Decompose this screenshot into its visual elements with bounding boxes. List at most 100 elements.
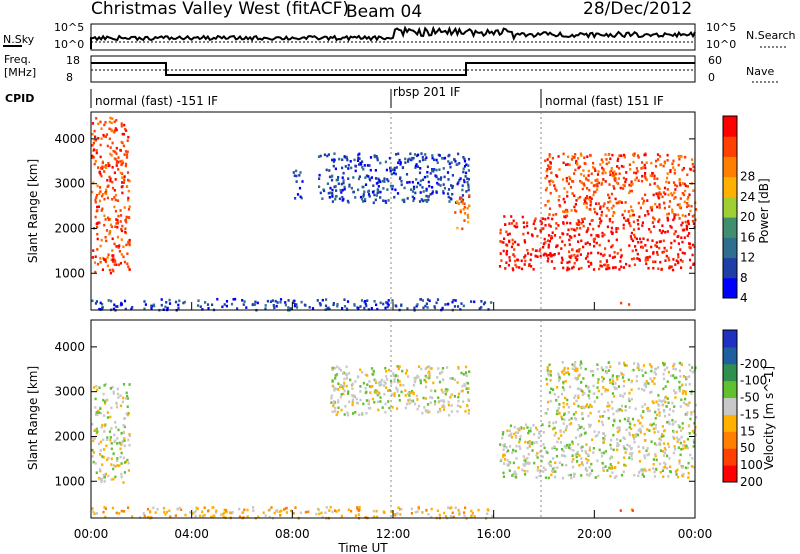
- y-tick-label: 2000: [54, 429, 85, 443]
- colorbar-swatch: [723, 431, 737, 449]
- colorbar-swatch: [723, 237, 737, 259]
- colorbar-tick-label: 16: [740, 230, 755, 244]
- y-tick-label: 2000: [54, 221, 85, 235]
- echo-region: [499, 423, 697, 480]
- nsearch-label: N.Search: [746, 29, 796, 42]
- colorbar-swatch: [723, 448, 737, 466]
- nsky-tick-high: 10^5: [54, 21, 84, 34]
- colorbar-tick-label: 15: [740, 424, 755, 438]
- freq-panel: Freq. [MHz] 18 8 60 0 Nave: [4, 53, 780, 84]
- nsky-label: N.Sky: [3, 33, 35, 46]
- colorbar-tick-label: 8: [740, 271, 748, 285]
- power-y-label: Slant Range [km]: [26, 159, 40, 263]
- colorbar-swatch: [723, 346, 737, 365]
- y-tick-label: 4000: [54, 132, 85, 146]
- echo-region: [317, 152, 471, 205]
- nsky-panel: N.Sky 10^5 10^0 10^5 10^0 N.Search: [3, 21, 796, 51]
- echo-region: [91, 297, 493, 312]
- x-tick-label: 00:00: [74, 527, 109, 541]
- colorbar-tick-label: 50: [740, 441, 755, 455]
- power-y-axis: 1000 2000 3000 4000: [54, 132, 695, 280]
- echo-region: [619, 508, 634, 512]
- echo-region: [91, 116, 131, 275]
- nsearch-tick-high: 10^5: [706, 21, 736, 34]
- colorbar-swatch: [723, 397, 737, 415]
- echo-region: [330, 365, 471, 417]
- nave-label: Nave: [746, 65, 774, 78]
- colorbar-tick-label: 12: [740, 251, 755, 265]
- colorbar-swatch: [723, 465, 737, 483]
- power-echo-layer: [91, 116, 698, 312]
- colorbar-swatch: [723, 116, 737, 137]
- colorbar-tick-label: 100: [740, 458, 763, 472]
- nsky-line: [90, 25, 696, 49]
- colorbar-tick-label: -50: [740, 391, 760, 405]
- y-tick-label: 1000: [54, 266, 85, 280]
- velocity-colorbar: 200 100 50 15 -15 -50 -100 -200: [722, 329, 767, 489]
- echo-region: [544, 152, 698, 218]
- y-tick-label: 4000: [54, 340, 85, 354]
- echo-region: [91, 505, 494, 520]
- nsky-tick-low: 10^0: [54, 38, 84, 51]
- freq-tick-low: 8: [66, 71, 73, 84]
- colorbar-swatch: [723, 136, 737, 157]
- station-title: Christmas Valley West (fitACF): [91, 0, 349, 19]
- x-tick-label: 08:00: [275, 527, 310, 541]
- power-panel: 1000 2000 3000 4000 Slant Range [km]: [26, 111, 698, 312]
- y-tick-label: 1000: [54, 474, 85, 488]
- cpid-panel: CPID normal (fast) -151 IF rbsp 201 IF n…: [5, 85, 664, 108]
- colorbar-swatch: [723, 414, 737, 432]
- velocity-y-axis: 1000 2000 3000 4000: [54, 340, 695, 488]
- freq-tick-high: 18: [66, 54, 80, 67]
- colorbar-tick-label: 24: [740, 190, 755, 204]
- echo-region: [454, 194, 471, 231]
- freq-line: [91, 62, 695, 76]
- colorbar-tick-label: 200: [740, 475, 763, 489]
- colorbar-tick-label: -100: [740, 374, 767, 388]
- colorbar-swatch: [723, 156, 737, 178]
- x-tick-label: 04:00: [174, 527, 209, 541]
- x-tick-label: 20:00: [577, 527, 612, 541]
- colorbar-swatch: [723, 217, 737, 238]
- colorbar-swatch: [723, 380, 737, 399]
- colorbar-tick-label: 28: [740, 170, 755, 184]
- colorbar-swatch: [723, 176, 737, 198]
- date-label: 28/Dec/2012: [583, 0, 692, 19]
- colorbar-swatch: [723, 330, 737, 348]
- echo-region: [544, 360, 698, 426]
- cpid-segment-3: normal (fast) 151 IF: [545, 94, 664, 108]
- colorbar-swatch: [723, 257, 737, 279]
- nave-tick-low: 0: [708, 71, 715, 84]
- velocity-colorbar-label: Velocity [m s^-1]: [762, 366, 776, 470]
- cpid-label: CPID: [5, 92, 34, 105]
- colorbar-tick-label: -15: [740, 407, 760, 421]
- beam-label: Beam 04: [346, 2, 422, 22]
- echo-region: [292, 169, 304, 200]
- power-colorbar-label: Power [dB]: [757, 178, 771, 243]
- x-tick-label: 00:00: [678, 527, 713, 541]
- colorbar-swatch: [723, 277, 737, 299]
- velocity-panel: 1000 2000 3000 4000 Slant Range [km]: [26, 319, 698, 520]
- freq-label: Freq.: [4, 53, 31, 66]
- colorbar-swatch: [723, 196, 737, 218]
- colorbar-swatch: [723, 363, 737, 382]
- nave-tick-high: 60: [708, 54, 722, 67]
- y-tick-label: 3000: [54, 177, 85, 191]
- cpid-segment-2: rbsp 201 IF: [393, 85, 460, 99]
- echo-region: [620, 301, 631, 306]
- x-tick-label: 12:00: [376, 527, 411, 541]
- x-tick-label: 16:00: [476, 527, 511, 541]
- colorbar-tick-label: 20: [740, 210, 755, 224]
- colorbar-tick-label: -200: [740, 357, 767, 371]
- y-tick-label: 3000: [54, 385, 85, 399]
- time-axis: 00:00 04:00 08:00 12:00 16:00 20:00 00:00: [74, 302, 713, 541]
- power-colorbar: 4 8 12 16 20 24 28: [722, 115, 755, 305]
- velocity-echo-layer: [91, 360, 698, 520]
- freq-unit-label: [MHz]: [4, 66, 36, 79]
- colorbar-tick-label: 4: [740, 291, 748, 305]
- x-axis-label: Time UT: [337, 541, 388, 554]
- velocity-y-label: Slant Range [km]: [26, 366, 40, 470]
- nsearch-tick-low: 10^0: [706, 38, 736, 51]
- cpid-segment-1: normal (fast) -151 IF: [95, 94, 218, 108]
